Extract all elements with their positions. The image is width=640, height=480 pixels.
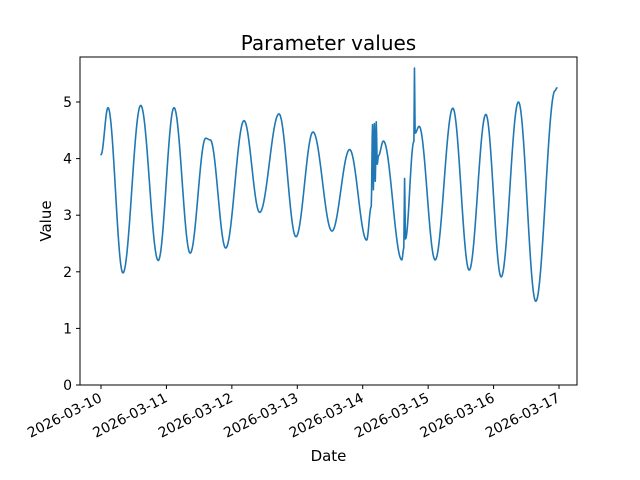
y-axis-label: Value	[37, 200, 55, 242]
y-tick-label: 0	[63, 378, 72, 394]
x-tick-label: 2026-03-17	[483, 390, 563, 441]
data-line	[100, 67, 558, 303]
y-tick-label: 3	[63, 208, 72, 224]
y-tick-label: 4	[63, 152, 72, 168]
y-tick-label: 1	[63, 321, 72, 337]
y-tick-label: 5	[63, 95, 72, 111]
plot-border	[79, 56, 578, 386]
y-tick-label: 2	[63, 265, 72, 281]
x-axis-label: Date	[310, 447, 347, 465]
chart-title: Parameter values	[240, 31, 417, 55]
